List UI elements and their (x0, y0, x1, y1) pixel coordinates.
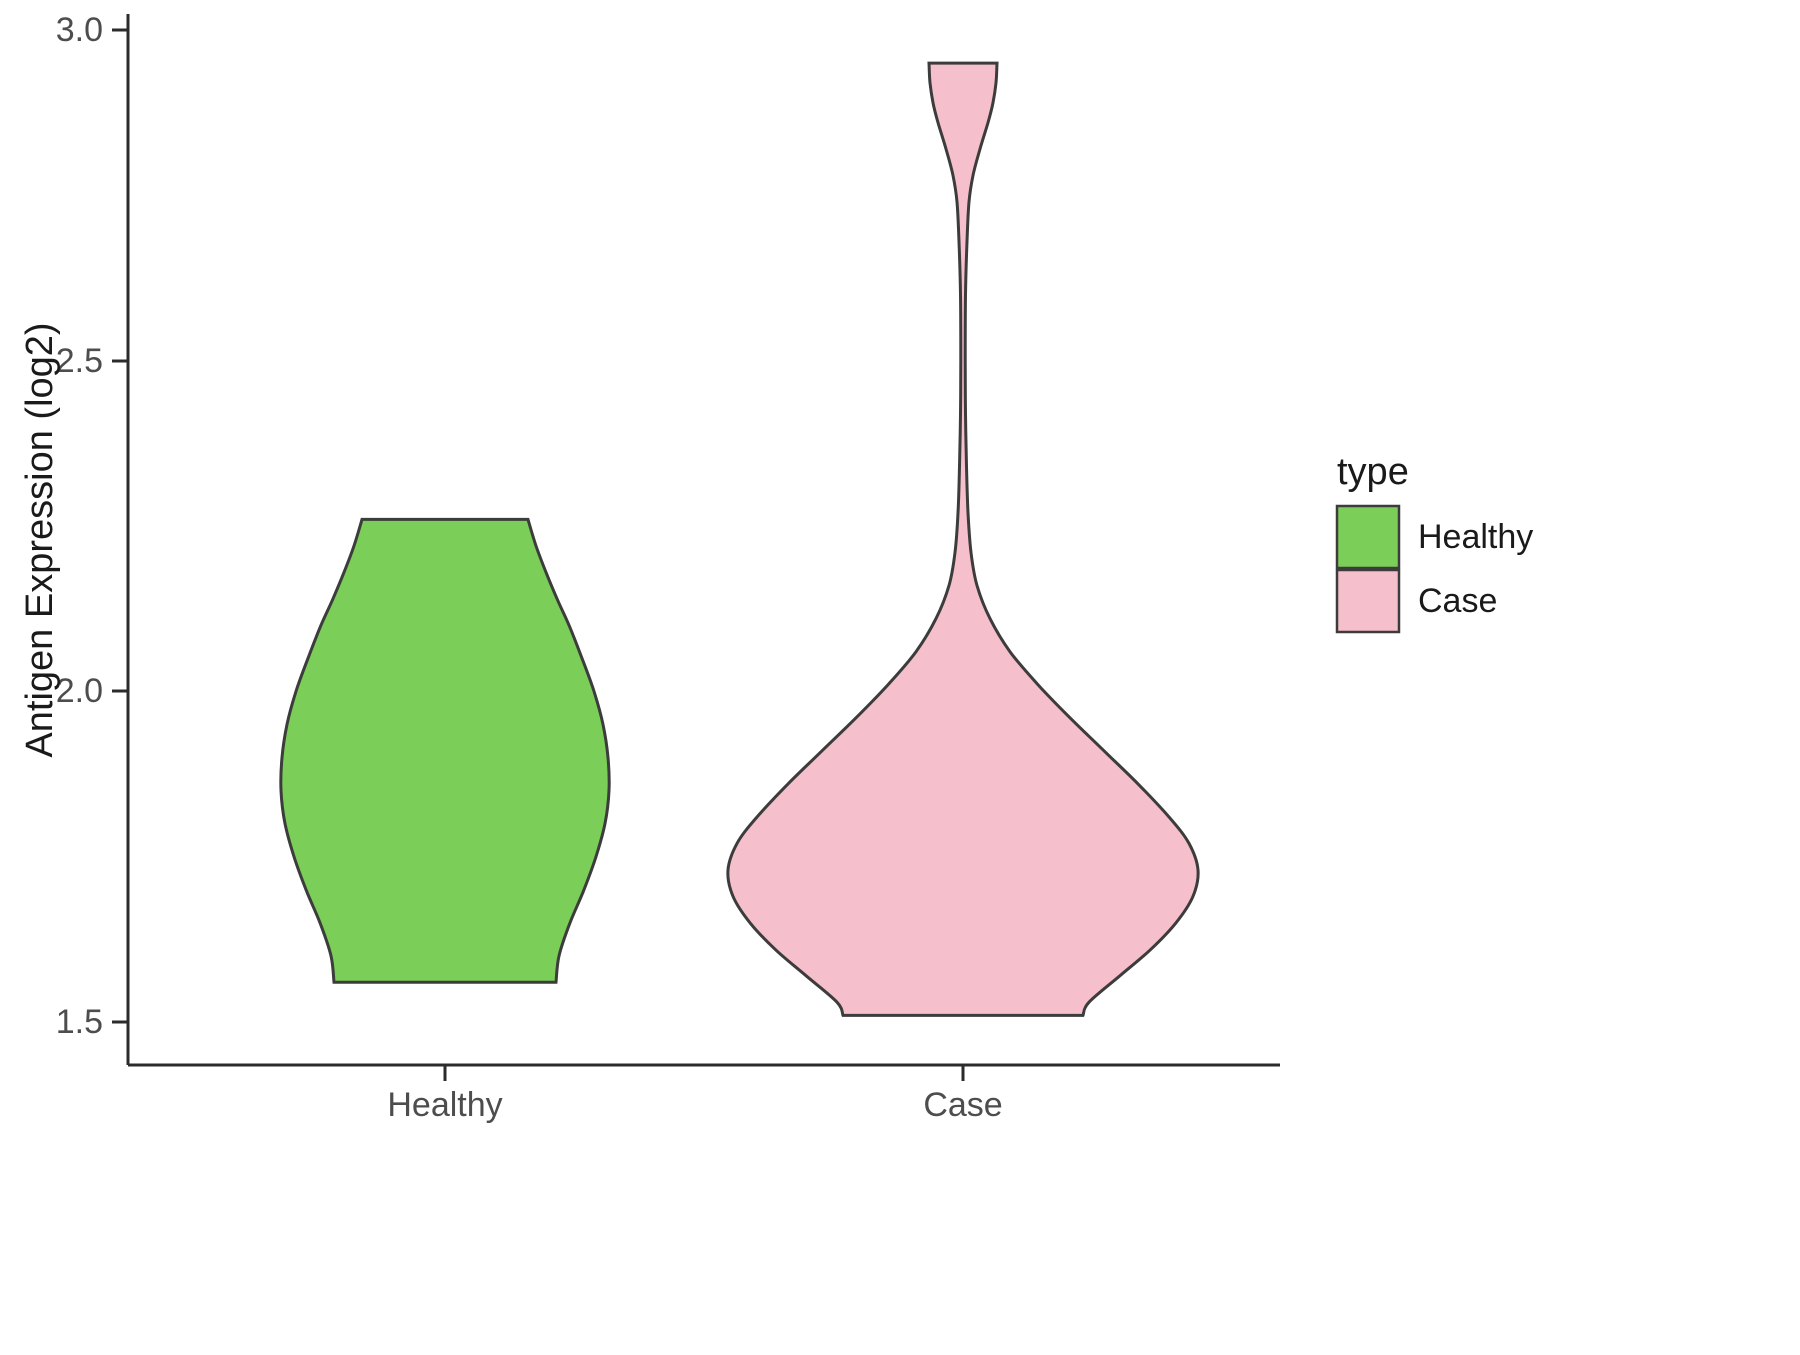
x-category-label-case: Case (923, 1086, 1002, 1124)
legend-label-healthy: Healthy (1418, 518, 1533, 556)
legend-title: type (1337, 451, 1409, 493)
legend: type Healthy Case (1335, 451, 1533, 634)
violin-healthy (279, 517, 611, 984)
legend-swatch-healthy (1335, 504, 1401, 570)
y-tick-label-2.5: 2.5 (56, 342, 103, 380)
y-tick-label-3.0: 3.0 (56, 11, 103, 49)
legend-swatch-case (1335, 568, 1401, 634)
legend-label-case: Case (1418, 582, 1497, 620)
y-tick-label-2.0: 2.0 (56, 672, 103, 710)
x-category-label-healthy: Healthy (387, 1086, 502, 1124)
violin-case (726, 61, 1200, 1017)
y-axis-title: Antigen Expression (log2) (19, 322, 61, 757)
y-tick-label-1.5: 1.5 (56, 1003, 103, 1041)
